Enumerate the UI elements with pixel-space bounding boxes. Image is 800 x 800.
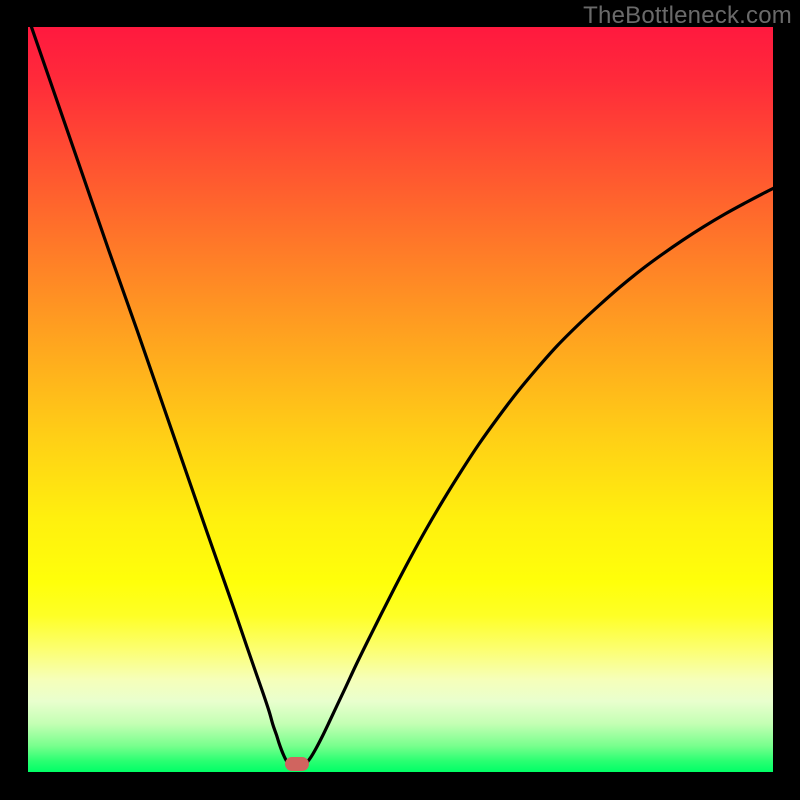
watermark-text: TheBottleneck.com [583, 2, 792, 30]
minimum-marker [285, 757, 309, 771]
bottleneck-curve [28, 17, 778, 769]
chart-stage: TheBottleneck.com [0, 0, 800, 800]
curve-layer [0, 0, 800, 800]
